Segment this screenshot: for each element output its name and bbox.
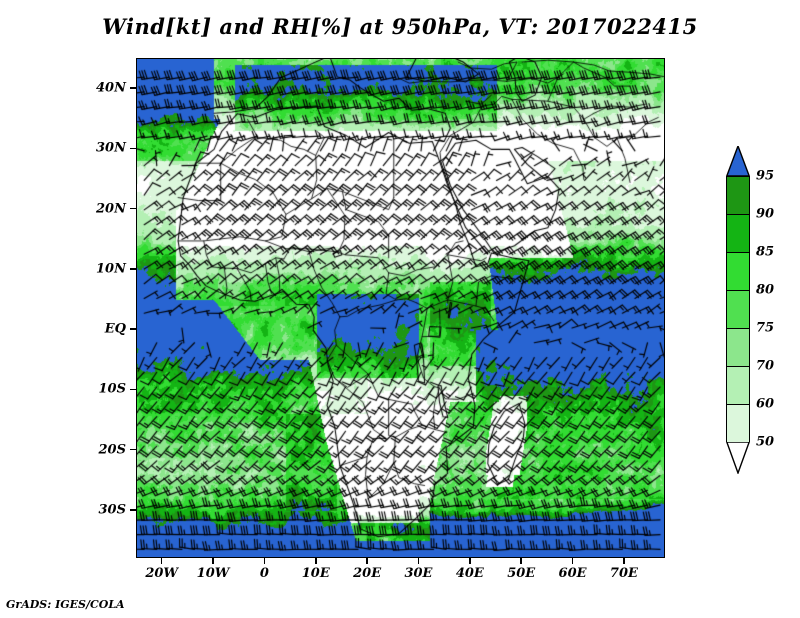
y-tick	[130, 328, 136, 330]
y-tick	[130, 509, 136, 511]
wind-barb-layer	[137, 59, 664, 557]
x-tick	[417, 558, 420, 564]
y-tick	[130, 268, 136, 270]
y-axis-label: 10N	[96, 261, 126, 277]
y-tick	[130, 388, 136, 391]
x-tick	[315, 558, 317, 564]
colorbar-tick-label: 80	[756, 282, 775, 298]
colorbar-tick-label: 60	[756, 396, 775, 412]
x-axis-label: 0	[259, 566, 269, 581]
x-axis-label: 20W	[145, 566, 179, 581]
x-tick	[160, 558, 163, 564]
y-axis-label: 20S	[98, 442, 126, 458]
x-axis-label: 10E	[301, 566, 330, 581]
x-tick	[366, 558, 368, 564]
credit-footer: GrADS: IGES/COLA	[6, 598, 125, 611]
colorbar-tick-label: 70	[756, 358, 775, 374]
x-axis-label: 20E	[353, 566, 382, 581]
page-title: Wind[kt] and RH[%] at 950hPa, VT: 201702…	[102, 14, 698, 39]
colorbar-extend-high-outline	[725, 143, 751, 177]
y-axis-label: EQ	[104, 321, 126, 337]
y-tick	[130, 87, 136, 89]
colorbar-segment	[727, 177, 749, 215]
colorbar-segment	[727, 329, 749, 367]
y-axis-label: 30N	[96, 140, 126, 156]
x-axis-label: 10W	[196, 566, 230, 581]
colorbar-segment	[727, 405, 749, 443]
y-axis-label: 40N	[96, 80, 126, 96]
colorbar-extend-low-outline	[725, 441, 751, 476]
colorbar-tick-label: 85	[756, 244, 775, 260]
colorbar-segment	[727, 367, 749, 405]
x-tick	[623, 558, 625, 564]
map-plot-area	[136, 58, 665, 558]
x-tick	[263, 558, 266, 564]
y-tick	[130, 448, 136, 451]
colorbar	[726, 176, 750, 443]
y-tick	[130, 207, 136, 210]
y-tick	[130, 147, 136, 150]
y-axis-label: 30S	[98, 502, 126, 518]
x-tick	[520, 558, 522, 564]
x-axis-label: 50E	[507, 566, 536, 581]
colorbar-segment	[727, 215, 749, 253]
x-tick	[212, 558, 214, 564]
x-tick	[469, 558, 471, 564]
x-axis-label: 60E	[558, 566, 587, 581]
colorbar-segment	[727, 291, 749, 329]
colorbar-segment	[727, 253, 749, 291]
x-axis-label: 70E	[609, 566, 638, 581]
colorbar-tick-label: 95	[756, 168, 775, 184]
x-axis-label: 40E	[455, 566, 484, 581]
colorbar-tick-label: 90	[756, 206, 775, 222]
x-axis-label: 30E	[404, 566, 433, 581]
y-axis-label: 20N	[96, 201, 126, 217]
y-axis-label: 10S	[98, 381, 126, 397]
x-tick	[571, 558, 574, 564]
colorbar-tick-label: 50	[756, 434, 775, 450]
colorbar-tick-label: 75	[756, 320, 775, 336]
